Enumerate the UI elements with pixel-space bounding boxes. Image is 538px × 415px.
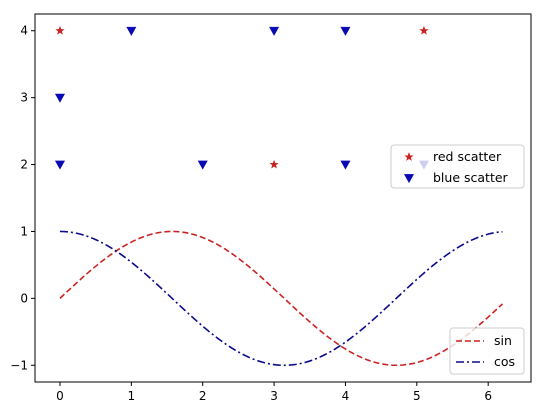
y-tick-label: −1 bbox=[10, 358, 28, 372]
blue-scatter-point bbox=[197, 160, 208, 170]
x-tick-label: 3 bbox=[270, 389, 278, 403]
x-tick-label: 5 bbox=[413, 389, 421, 403]
blue-scatter-point bbox=[54, 160, 65, 170]
points-layer bbox=[54, 25, 429, 170]
plot-frame bbox=[34, 13, 532, 383]
legend-lines: sin cos bbox=[449, 327, 525, 375]
x-tick-label: 6 bbox=[484, 389, 492, 403]
legend-marker-blue-scatter bbox=[403, 174, 415, 184]
y-tick-label: 4 bbox=[20, 24, 28, 38]
y-tick-label: 2 bbox=[20, 158, 28, 172]
lines-layer bbox=[59, 230, 503, 367]
x-tick-label: 0 bbox=[56, 389, 64, 403]
blue-scatter-point bbox=[340, 160, 351, 170]
y-tick-label: 3 bbox=[20, 91, 28, 105]
x-tick-label: 2 bbox=[199, 389, 207, 403]
red-scatter-point bbox=[269, 159, 279, 169]
blue-scatter-point bbox=[126, 26, 137, 36]
x-tick-label: 4 bbox=[342, 389, 350, 403]
x-tick-label: 1 bbox=[128, 389, 136, 403]
y-tick-label: 0 bbox=[20, 291, 28, 305]
legend-label: cos bbox=[494, 354, 515, 369]
red-scatter-point bbox=[419, 25, 429, 35]
legend-marker-red-scatter bbox=[404, 152, 414, 161]
red-scatter-point bbox=[55, 25, 65, 35]
legend-box bbox=[390, 144, 525, 189]
legend-label: sin bbox=[494, 333, 512, 348]
legend-label: red scatter bbox=[433, 149, 502, 164]
blue-scatter-point bbox=[340, 26, 351, 36]
line-sin bbox=[59, 230, 503, 367]
blue-scatter-point bbox=[269, 26, 280, 36]
line-cos bbox=[59, 230, 503, 367]
y-tick-label: 1 bbox=[20, 224, 28, 238]
legend-scatter: red scatter blue scatter bbox=[390, 144, 525, 189]
legend-label: blue scatter bbox=[433, 170, 509, 185]
blue-scatter-point bbox=[54, 93, 65, 103]
ticks-layer: 0 1 2 3 4 5 6 −1 0 1 2 3 4 bbox=[10, 24, 492, 403]
